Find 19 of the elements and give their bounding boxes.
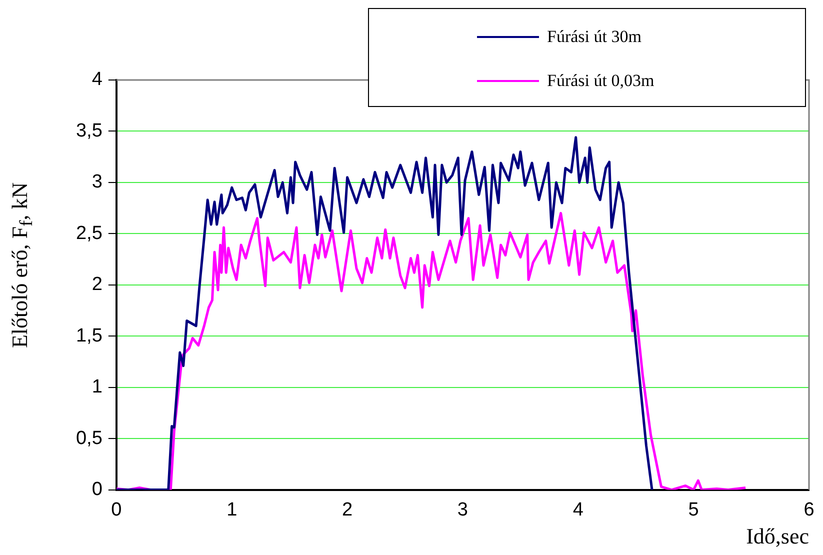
y-tick-label: 3,5 bbox=[76, 120, 102, 142]
x-tick-label: 4 bbox=[572, 499, 584, 520]
legend-label: Fúrási út 0,03m bbox=[547, 71, 654, 91]
y-tick-label: 4 bbox=[92, 69, 103, 90]
y-tick-label: 1 bbox=[92, 376, 102, 398]
x-tick-label: 2 bbox=[342, 499, 353, 520]
y-tick-label: 3 bbox=[92, 172, 102, 193]
x-tick-label: 3 bbox=[457, 499, 468, 520]
x-tick-label: 5 bbox=[688, 499, 699, 520]
x-tick-label: 6 bbox=[804, 499, 814, 520]
x-axis-title: Idő,sec bbox=[746, 524, 810, 549]
y-tick-label: 0,5 bbox=[76, 428, 102, 449]
x-tick-label: 1 bbox=[226, 499, 238, 520]
y-tick-label: 2,5 bbox=[76, 222, 102, 244]
legend-label: Fúrási út 30m bbox=[547, 27, 642, 47]
y-tick-label: 0 bbox=[92, 479, 102, 500]
x-tick-label: 0 bbox=[111, 499, 122, 520]
y-tick-label: 2 bbox=[92, 274, 102, 296]
y-tick-label: 1,5 bbox=[76, 325, 102, 346]
